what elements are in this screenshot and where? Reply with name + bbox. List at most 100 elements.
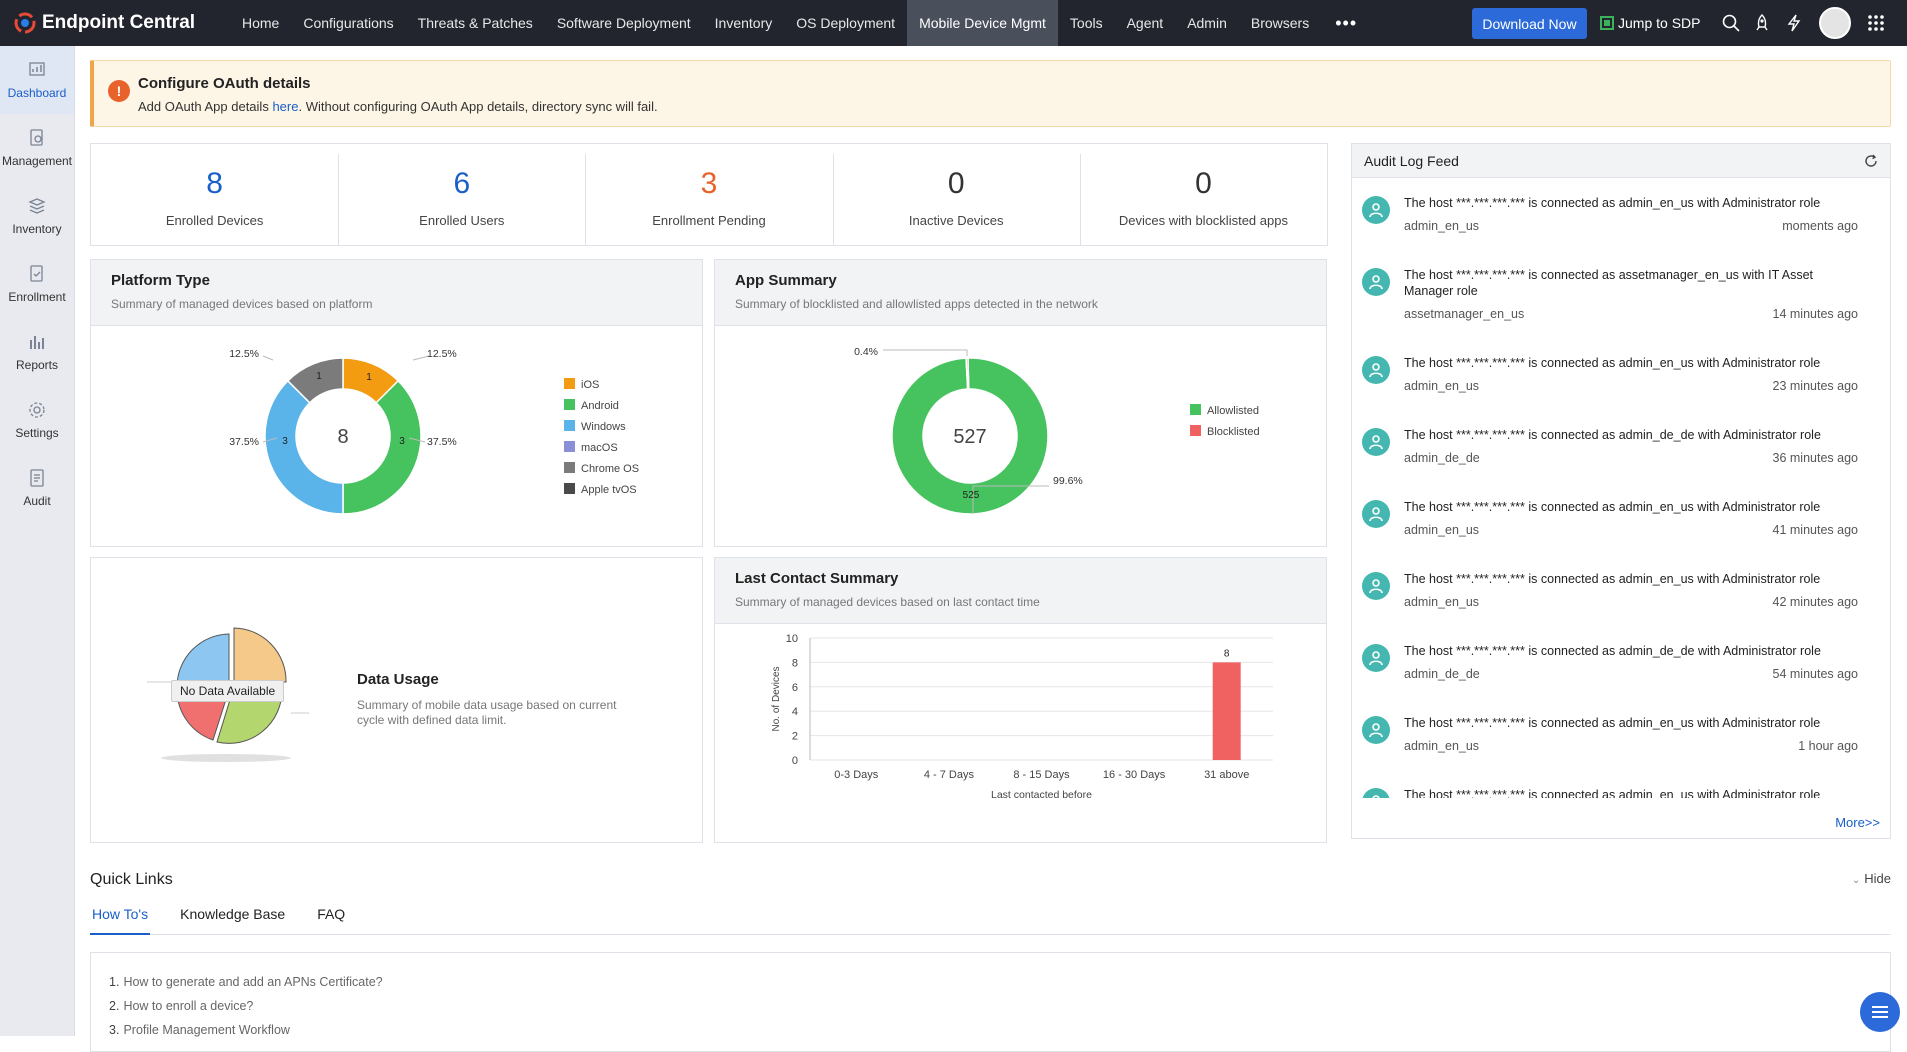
- audit-user-avatar: [1362, 356, 1390, 384]
- audit-user-avatar: [1362, 500, 1390, 528]
- y-tick-label: 6: [792, 682, 798, 694]
- audit-entry[interactable]: The host ***.***.***.*** is connected as…: [1352, 482, 1890, 554]
- nav-software-deployment[interactable]: Software Deployment: [556, 15, 691, 31]
- audit-more-link[interactable]: More>>: [1835, 815, 1880, 830]
- stat-devices-with-blocklisted-apps[interactable]: 0 Devices with blocklisted apps: [1079, 144, 1327, 245]
- slice-android[interactable]: [342, 379, 422, 515]
- x-tick-label: 4 - 7 Days: [924, 769, 975, 781]
- leader-line: [262, 355, 274, 361]
- audit-message: The host ***.***.***.*** is connected as…: [1404, 644, 1821, 658]
- audit-entry[interactable]: The host ***.***.***.*** is connected as…: [1352, 250, 1890, 338]
- jump-to-sdp-link[interactable]: Jump to SDP: [1600, 0, 1700, 46]
- nav-home[interactable]: Home: [242, 15, 280, 31]
- tab-faq[interactable]: FAQ: [317, 906, 346, 922]
- nav-agent[interactable]: Agent: [1126, 15, 1164, 31]
- refresh-icon[interactable]: [1864, 154, 1878, 168]
- stat-value: 8: [206, 167, 223, 200]
- x-axis-label: Last contacted before: [991, 789, 1092, 801]
- audit-username: admin_en_us: [1404, 595, 1480, 609]
- oauth-here-link[interactable]: here: [272, 99, 299, 114]
- audit-meta: admin_de_de 36 minutes ago: [1404, 451, 1858, 465]
- legend-apple-tvos[interactable]: Apple tvOS: [564, 483, 637, 496]
- audit-entry[interactable]: The host ***.***.***.*** is connected as…: [1352, 770, 1890, 798]
- lightning-icon[interactable]: [1783, 12, 1805, 34]
- stat-enrollment-pending[interactable]: 3 Enrollment Pending: [585, 144, 832, 245]
- legend-macos[interactable]: macOS: [564, 441, 618, 454]
- more-nav-icon[interactable]: •••: [1335, 12, 1358, 33]
- tab-how-to-s[interactable]: How To's: [90, 903, 151, 935]
- count-label-windows: 3: [282, 436, 288, 447]
- sidebar-item-enrollment[interactable]: Enrollment: [0, 250, 74, 318]
- slice-windows[interactable]: [264, 379, 344, 515]
- user-icon: [1372, 795, 1380, 798]
- percent-label-ios: 12.5%: [427, 348, 457, 360]
- audit-user-avatar: [1362, 716, 1390, 744]
- chat-button[interactable]: [1860, 992, 1900, 1032]
- stat-enrolled-devices[interactable]: 8 Enrolled Devices: [91, 144, 338, 245]
- quick-links-tabs: How To's Knowledge Base FAQ: [90, 903, 1891, 935]
- stat-inactive-devices[interactable]: 0 Inactive Devices: [832, 144, 1080, 245]
- sidebar-item-reports[interactable]: Reports: [0, 318, 74, 386]
- audit-entry[interactable]: The host ***.***.***.*** is connected as…: [1352, 626, 1890, 698]
- stat-enrolled-users[interactable]: 6 Enrolled Users: [338, 144, 585, 245]
- legend-blocklisted[interactable]: Blocklisted: [1190, 425, 1260, 438]
- legend-chrome-os[interactable]: Chrome OS: [564, 462, 639, 475]
- slice-blocklisted[interactable]: [965, 357, 970, 390]
- nav-threats-patches[interactable]: Threats & Patches: [417, 15, 533, 31]
- quick-link[interactable]: 2. How to enroll a device?: [109, 999, 1872, 1023]
- audit-message: The host ***.***.***.*** is connected as…: [1404, 572, 1821, 586]
- top-bar: Endpoint Central Home Configurations Threa…: [0, 0, 1907, 46]
- sidebar-item-label: Settings: [15, 426, 59, 440]
- user-avatar[interactable]: [1819, 7, 1851, 39]
- tab-knowledge-base[interactable]: Knowledge Base: [180, 906, 286, 922]
- nav-browsers[interactable]: Browsers: [1250, 15, 1310, 31]
- quick-link-number: 2.: [109, 999, 120, 1013]
- stat-value: 0: [947, 167, 965, 200]
- data-usage-widget: No Data Available Data Usage Summary of …: [90, 557, 703, 843]
- sdp-icon: [1600, 16, 1614, 30]
- audit-entry[interactable]: The host ***.***.***.*** is connected as…: [1352, 554, 1890, 626]
- y-tick-label: 4: [792, 706, 798, 718]
- nav-tools[interactable]: Tools: [1069, 15, 1103, 31]
- nav-admin[interactable]: Admin: [1187, 15, 1227, 31]
- app-logo[interactable]: Endpoint Central: [0, 12, 230, 34]
- sidebar-item-inventory[interactable]: Inventory: [0, 182, 74, 250]
- legend-android[interactable]: Android: [564, 399, 619, 412]
- app-grid-icon[interactable]: [1865, 12, 1887, 34]
- leader-line: [972, 485, 1049, 514]
- sidebar-item-audit[interactable]: Audit: [0, 454, 74, 522]
- percent-label-blocklisted: 0.4%: [854, 346, 878, 358]
- data-usage-subtitle: Summary of mobile data usage based on cu…: [357, 698, 617, 727]
- bar-31-above[interactable]: [1212, 662, 1241, 760]
- audit-time: 23 minutes ago: [1772, 379, 1858, 393]
- audit-entry[interactable]: The host ***.***.***.*** is connected as…: [1352, 698, 1890, 770]
- user-icon: [1369, 723, 1383, 738]
- quick-link[interactable]: 1. How to generate and add an APNs Certif…: [109, 975, 1872, 999]
- slice-chrome-os[interactable]: [286, 357, 344, 404]
- leader-line: [883, 349, 968, 356]
- legend-swatch: [564, 462, 575, 473]
- audit-entry[interactable]: The host ***.***.***.*** is connected as…: [1352, 178, 1890, 250]
- legend-windows[interactable]: Windows: [564, 420, 626, 433]
- download-now-button[interactable]: Download Now: [1472, 8, 1587, 39]
- legend-allowlisted[interactable]: Allowlisted: [1190, 404, 1259, 417]
- nav-os-deployment[interactable]: OS Deployment: [796, 15, 896, 31]
- audit-entry[interactable]: The host ***.***.***.*** is connected as…: [1352, 410, 1890, 482]
- nav-inventory[interactable]: Inventory: [714, 15, 773, 31]
- quick-link-text: Profile Management Workflow: [123, 1023, 290, 1037]
- sidebar-item-management[interactable]: Management: [0, 114, 74, 182]
- sidebar-item-settings[interactable]: Settings: [0, 386, 74, 454]
- nav-configurations[interactable]: Configurations: [303, 15, 394, 31]
- slice-allowlisted[interactable]: [891, 357, 1049, 515]
- rocket-icon[interactable]: [1751, 12, 1773, 34]
- audit-entry[interactable]: The host ***.***.***.*** is connected as…: [1352, 338, 1890, 410]
- legend-ios[interactable]: iOS: [564, 378, 599, 391]
- search-icon[interactable]: [1720, 12, 1742, 34]
- quick-links-hide[interactable]: ⌄ Hide: [1852, 871, 1891, 886]
- audit-list[interactable]: The host ***.***.***.*** is connected as…: [1352, 178, 1890, 798]
- stat-value: 0: [1195, 167, 1212, 200]
- nav-mobile-device-mgmt[interactable]: Mobile Device Mgmt: [907, 0, 1058, 46]
- banner-text-before: Add OAuth App details: [138, 99, 273, 114]
- quick-link[interactable]: 3. Profile Management Workflow: [109, 1023, 1872, 1047]
- sidebar-item-dashboard[interactable]: Dashboard: [0, 46, 74, 114]
